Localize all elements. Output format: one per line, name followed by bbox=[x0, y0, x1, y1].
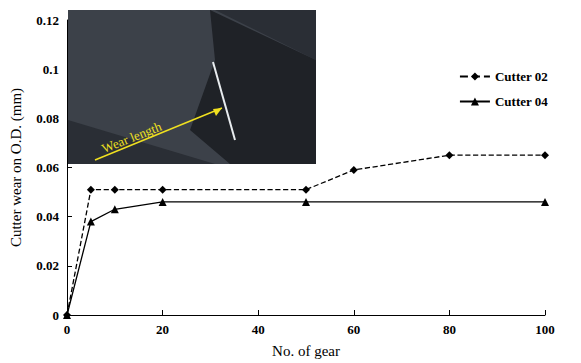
svg-text:0.08: 0.08 bbox=[36, 111, 59, 126]
svg-text:Wear length: Wear length bbox=[100, 119, 164, 156]
svg-text:0.1: 0.1 bbox=[43, 62, 59, 77]
svg-text:20: 20 bbox=[156, 322, 169, 337]
svg-text:0: 0 bbox=[64, 322, 71, 337]
svg-text:Cutter 04: Cutter 04 bbox=[495, 94, 548, 109]
svg-text:0.12: 0.12 bbox=[36, 13, 59, 28]
svg-text:100: 100 bbox=[535, 322, 555, 337]
svg-text:0.04: 0.04 bbox=[36, 209, 59, 224]
svg-text:80: 80 bbox=[443, 322, 456, 337]
svg-text:0.02: 0.02 bbox=[36, 258, 59, 273]
svg-text:40: 40 bbox=[252, 322, 265, 337]
svg-text:0.06: 0.06 bbox=[36, 160, 59, 175]
svg-text:No. of gear: No. of gear bbox=[272, 343, 340, 359]
svg-text:Cutter 02: Cutter 02 bbox=[495, 69, 548, 84]
svg-text:Cutter wear on O.D. (mm): Cutter wear on O.D. (mm) bbox=[8, 88, 25, 247]
svg-text:60: 60 bbox=[347, 322, 360, 337]
svg-text:0: 0 bbox=[53, 308, 60, 323]
